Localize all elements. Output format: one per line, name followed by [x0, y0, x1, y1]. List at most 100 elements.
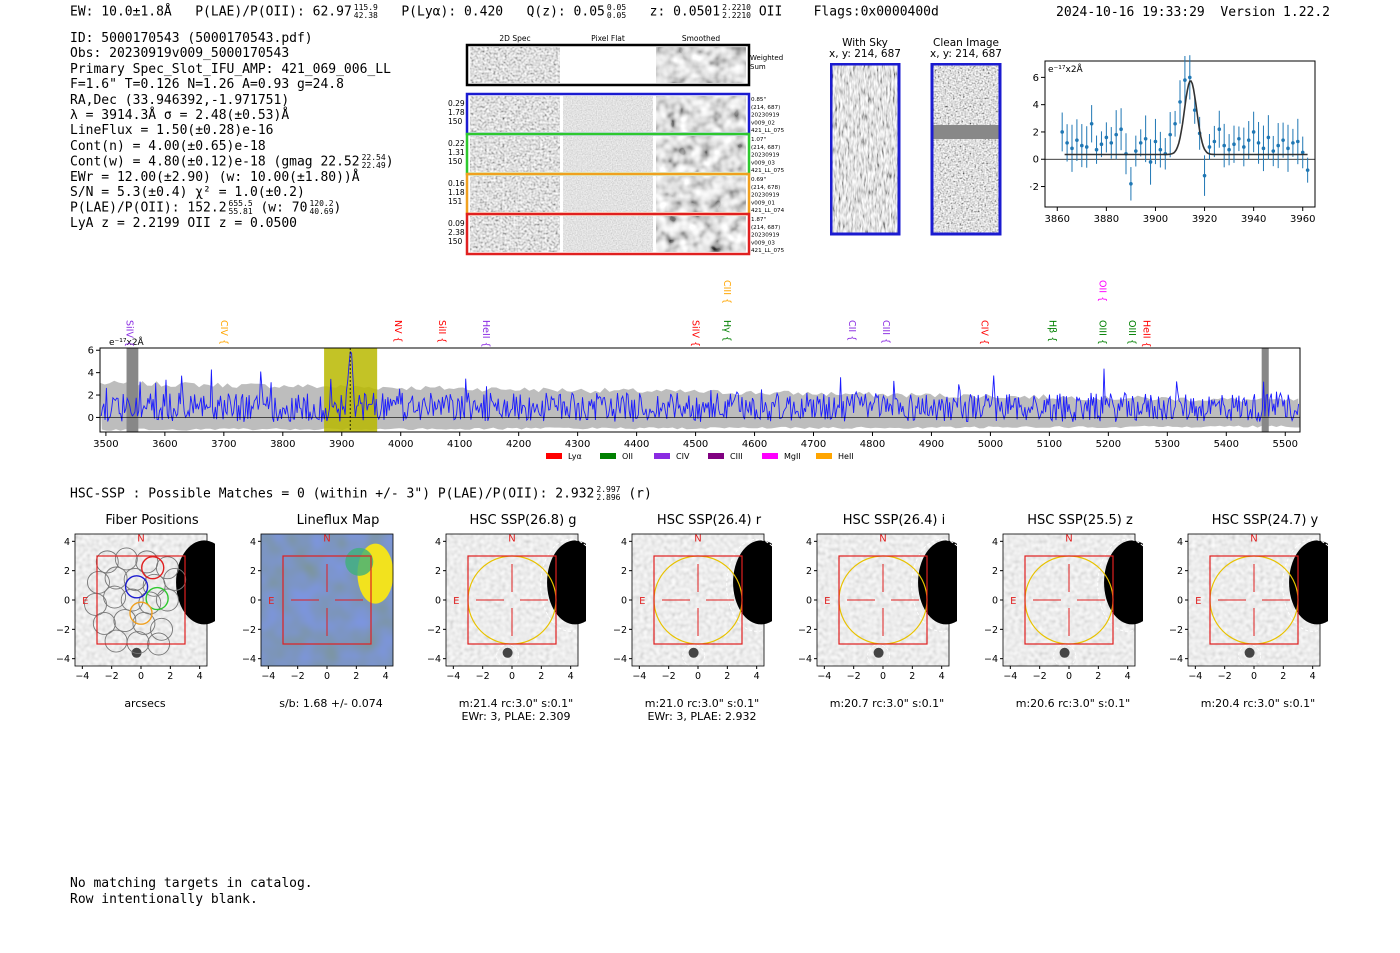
zoom-data-point [1178, 100, 1182, 104]
info-plae-hi: 655.5 [228, 199, 253, 209]
thumb-title: HSC SSP(26.8) g [469, 513, 577, 528]
emission-line-label: HeII { [480, 320, 491, 348]
bright-neighbor-source [1289, 540, 1328, 625]
thumb-xtick-label: −4 [1188, 671, 1202, 682]
fiber-circle [155, 556, 179, 580]
hsc-summary: HSC-SSP : Possible Matches = 0 (within +… [70, 486, 652, 502]
zoom-data-point [1080, 143, 1084, 148]
thumb-caption-line-1: m:21.4 rc:3.0" s:0.1" [458, 697, 574, 710]
zoom-ytick-label: 2 [1033, 127, 1039, 138]
search-box [1024, 555, 1114, 645]
bright-neighbor-source [547, 540, 586, 625]
thumb-ytick-label: −2 [1169, 625, 1183, 636]
header-timestamp: 2024-10-16 19:33:29 [1056, 5, 1205, 20]
thumb-title: HSC SSP(25.5) z [1027, 513, 1133, 528]
thumb-image-panel: N E −4 −4 −2 −2 0 0 2 2 4 4 [427, 533, 586, 682]
zoom-fit-curve [1064, 80, 1308, 156]
info-radec: RA,Dec (33.946392,-1.971751) [70, 92, 290, 108]
thumb-xtick-label: 2 [1095, 671, 1101, 682]
zoom-data-point [1266, 135, 1271, 140]
info-gmag-hi: 22.54 [361, 153, 386, 163]
thumb-caption-line-1: arcsecs [124, 697, 166, 710]
thumb-xtick-label: −2 [1033, 671, 1047, 682]
zoom-data-point [1070, 146, 1074, 151]
spectrum-xtick-label: 5500 [1273, 439, 1298, 450]
thumb-ytick-label: 4 [435, 537, 441, 548]
thumb-ytick-label: 0 [435, 596, 441, 607]
sky-images [830, 63, 1002, 236]
info-plae-lo: 55.81 [228, 207, 253, 217]
with-sky-title: With Sky x, y: 214, 687 [828, 38, 902, 60]
cutout-left-label: 0.22 [448, 139, 465, 148]
zoom-data-point [1094, 147, 1099, 152]
thumb-caption: m:21.4 rc:3.0" s:0.1" EWr: 3, PLAE: 2.309 [436, 697, 596, 723]
neighbor-aperture [726, 538, 772, 632]
thumb-ytick-label: −4 [798, 654, 812, 665]
thumb-ytick-label: 4 [64, 537, 70, 548]
emission-line-label: CII { [846, 320, 857, 341]
thumb-title: HSC SSP(26.4) r [656, 513, 762, 528]
fiber-circle [132, 612, 156, 635]
cutout-right-label: v009_01 [751, 200, 775, 206]
search-box [282, 555, 372, 645]
spectrum-plot-frame [99, 347, 1301, 433]
info-contw-suffix: ) [385, 154, 394, 170]
cutout-right-label: 0.85" [751, 97, 766, 103]
thumb-xtick-label: 2 [538, 671, 544, 682]
cutout-right-label: (214, 687) [751, 225, 780, 231]
thumb-image-panel: N E −4 −4 −2 −2 0 0 2 2 4 4 [798, 533, 957, 682]
thumb-ytick-label: 0 [806, 596, 812, 607]
cutout-left-label: 151 [448, 197, 463, 206]
thumb-ytick-label: 2 [806, 566, 812, 577]
compass-north: N [137, 533, 144, 544]
emission-line-label: SiII { [436, 320, 447, 343]
thumb-caption: m:20.7 rc:3.0" s:0.1" [807, 697, 967, 710]
spectrum-xtick-label: 4800 [860, 439, 885, 450]
thumb-caption-line-1: m:20.6 rc:3.0" s:0.1" [1015, 697, 1131, 710]
zoom-xtick-label: 3880 [1094, 214, 1119, 225]
thumb-ytick-label: 2 [1177, 566, 1183, 577]
zoom-data-point [1129, 182, 1133, 186]
zoom-data-point [1158, 147, 1163, 152]
spectrum-xtick-label: 3700 [211, 439, 236, 450]
cutout-right-label: 1.87" [751, 217, 766, 223]
thumb-xtick-label: 2 [353, 671, 359, 682]
weighted-label: Weighted [750, 54, 783, 62]
thumb-xtick-label: −2 [291, 671, 305, 682]
cutout-left-label: 150 [448, 157, 463, 166]
cutout-2d-spec [470, 96, 560, 132]
spectrum-highlight-region [324, 348, 378, 432]
info-obs: Obs: 20230919v009_5000170543 [70, 46, 290, 62]
thumb-ytick-label: −4 [613, 654, 627, 665]
compass-east: E [82, 596, 88, 607]
faint-source [1059, 647, 1070, 658]
selected-fiber-circle [124, 575, 149, 599]
header-flags: Flags:0x0000400d [813, 4, 939, 20]
fiber-circle [103, 585, 127, 609]
zoom-data-point [1089, 121, 1094, 126]
zoom-data-point [1168, 132, 1172, 137]
zoom-data-point [1188, 75, 1192, 80]
legend-label: CIV [676, 452, 690, 461]
compass-east: E [1195, 596, 1201, 607]
spectrum-xtick-label: 3900 [329, 439, 354, 450]
emission-line-label: OIII { [1126, 320, 1137, 345]
info-contw-text: Cont(w) = 4.80(±0.12)e-18 (gmag 22.52 [70, 154, 360, 170]
zoom-data-point [1251, 130, 1256, 134]
faint-source-aperture [496, 644, 519, 668]
zoom-data-point [1246, 138, 1251, 142]
thumb-caption-line-1: m:20.7 rc:3.0" s:0.1" [829, 697, 945, 710]
footer-line-1: No matching targets in catalog. [70, 876, 313, 891]
thumb-title: Fiber Positions [105, 513, 199, 528]
cutout-row-frame [465, 212, 751, 256]
info-id: ID: 5000170543 (5000170543.pdf) [70, 31, 313, 46]
faint-source [502, 647, 513, 658]
cutout-right-label: v009_03 [751, 160, 775, 166]
cutout-right-label: (214, 678) [751, 185, 780, 191]
zoom-data-point [1271, 149, 1276, 153]
spectrum-xtick-label: 5200 [1096, 439, 1121, 450]
cutout-2d-spec [470, 216, 560, 252]
thumb-ytick-label: −2 [984, 625, 998, 636]
